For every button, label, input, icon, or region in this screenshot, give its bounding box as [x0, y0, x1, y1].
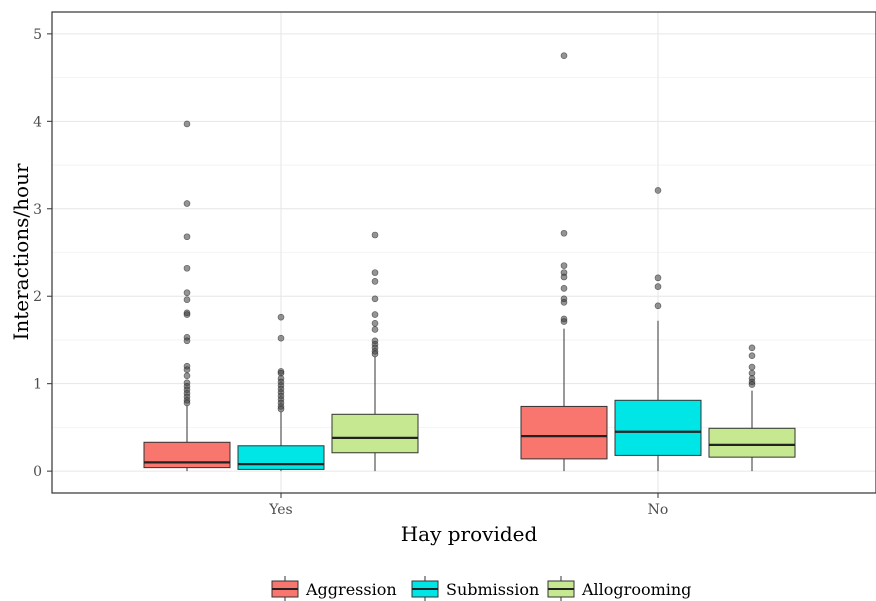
y-tick-label: 0: [33, 464, 42, 480]
outlier-point: [183, 337, 191, 345]
outlier-point: [277, 313, 285, 321]
outlier-point: [560, 262, 568, 269]
outlier-point: [654, 274, 662, 282]
box-submission-no: [614, 187, 702, 472]
box-iqr: [520, 405, 608, 460]
box-iqr: [143, 441, 231, 469]
box-aggression-yes: [143, 120, 231, 472]
legend-label: Aggression: [305, 580, 397, 599]
outlier-point: [183, 120, 191, 128]
box-allogrooming-yes: [331, 231, 419, 472]
outlier-point: [183, 366, 191, 373]
outlier-point: [183, 233, 191, 241]
outlier-point: [183, 399, 191, 407]
outlier-point: [560, 318, 568, 325]
outlier-point: [654, 302, 662, 310]
outlier-point: [654, 283, 662, 290]
box-iqr: [237, 445, 325, 470]
x-tick-label: No: [648, 502, 669, 518]
outlier-point: [183, 264, 191, 272]
y-axis-title: Interactions/hour: [9, 163, 33, 341]
y-tick-label: 5: [33, 27, 42, 43]
outlier-point: [748, 381, 756, 388]
legend: Aggression Submission Allogrooming: [271, 576, 691, 601]
y-axis: 0 1 2 3 4 5: [33, 27, 52, 480]
y-tick-label: 2: [33, 289, 42, 305]
outlier-point: [371, 295, 379, 303]
outlier-point: [371, 311, 379, 318]
outlier-point: [654, 187, 662, 194]
outlier-point: [183, 372, 191, 380]
plot-panel-border: [51, 11, 876, 494]
outlier-point: [371, 350, 379, 358]
outlier-point: [371, 326, 379, 333]
outlier-point: [183, 296, 191, 304]
box-iqr: [331, 413, 419, 454]
outlier-point: [748, 352, 756, 359]
outlier-point: [560, 273, 568, 281]
outlier-point: [183, 311, 191, 318]
x-axis: Yes No: [268, 493, 668, 518]
box-submission-yes: [237, 313, 325, 472]
outlier-point: [371, 269, 379, 276]
x-axis-title: Hay provided: [401, 522, 538, 546]
outlier-point: [748, 363, 756, 371]
outlier-point: [183, 289, 191, 297]
box-series: [143, 52, 796, 472]
y-tick-label: 1: [33, 377, 42, 393]
legend-label: Allogrooming: [581, 580, 691, 599]
outlier-point: [371, 231, 379, 239]
legend-item-submission: Submission: [411, 576, 539, 601]
legend-label: Submission: [446, 580, 539, 599]
outlier-point: [371, 320, 379, 327]
outlier-point: [560, 285, 568, 292]
box-allogrooming-no: [708, 344, 796, 472]
box-iqr: [708, 427, 796, 458]
outlier-point: [748, 344, 756, 352]
outlier-point: [371, 278, 379, 285]
outlier-point: [277, 405, 285, 413]
outlier-point: [183, 200, 191, 207]
outlier-point: [277, 334, 285, 342]
box-aggression-no: [520, 52, 608, 472]
legend-item-aggression: Aggression: [271, 576, 397, 601]
outlier-point: [560, 229, 568, 237]
y-tick-label: 4: [33, 114, 42, 130]
x-tick-label: Yes: [268, 502, 293, 518]
legend-item-allogrooming: Allogrooming: [547, 576, 691, 601]
outlier-point: [560, 299, 568, 306]
y-tick-label: 3: [33, 202, 42, 218]
box-iqr: [614, 399, 702, 456]
outlier-point: [560, 52, 568, 60]
